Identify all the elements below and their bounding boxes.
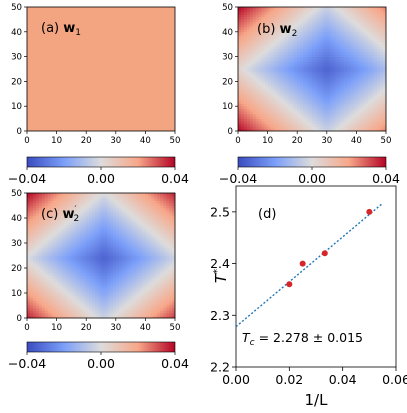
colorbar-a-bar [26,156,176,168]
panel-d-ylabel: T* [212,269,230,283]
panel-d-ytick-label: 2.4 [210,256,230,271]
panel-b-xtick-label: 40 [351,136,362,146]
colorbar-a: −0.04 0.00 0.04 [8,156,189,186]
panel-a-yticks: 0 10 20 30 40 50 [11,3,27,137]
panel-b-ytick-label: 0 [228,127,233,137]
panel-c-ytick-label: 10 [11,289,22,299]
panel-d-annotation: Tc = 2.278 ± 0.015 [242,330,363,348]
panel-b-xtick-label: 0 [235,136,240,146]
panel-b-xtick-label: 20 [292,136,303,146]
panel-d-ytick-label: 2.2 [210,360,230,375]
panel-a-ytick-label: 0 [17,127,22,137]
panel-d-xtick-label: 0.02 [275,372,303,387]
panel-b-ytick-label: 40 [222,28,233,38]
panel-d-xlabel: 1/L [305,391,329,409]
panel-a-ytick-label: 30 [11,53,22,63]
panel-a-xtick-label: 0 [24,136,29,146]
panel-d-ytick-label: 2.3 [210,308,230,323]
panel-c: 0 10 20 30 40 50 0 10 20 30 40 50 (c) w′ 2 [11,189,180,333]
panel-a-xtick-label: 40 [140,136,151,146]
panel-b-ytick-label: 30 [222,53,233,63]
panel-a-ytick-label: 40 [11,28,22,38]
panel-d-point-0 [286,281,293,288]
panel-d-point-3 [366,208,373,215]
panel-a: 0 10 20 30 40 50 0 10 20 30 40 50 (a) w1 [11,3,180,146]
panel-c-xtick-label: 50 [170,323,181,333]
panel-a-xtick-label: 30 [110,136,121,146]
panel-c-ytick-label: 0 [17,314,22,324]
panel-c-xtick-label: 0 [24,323,29,333]
panel-c-xtick-label: 40 [140,323,151,333]
colorbar-b-tick-label: −0.04 [219,171,257,186]
panel-b: 0 10 20 30 40 50 0 10 20 30 40 50 (b) w2 [222,3,391,146]
panel-b-ytick-label: 10 [222,102,233,112]
panel-d-frame [235,185,397,368]
panel-b-ytick-label: 50 [222,3,233,13]
panel-d-xtick-label: 0.04 [329,372,357,387]
panel-d-label: (d) [258,207,276,222]
panel-d-xtick-label: 0.00 [222,372,250,387]
colorbar-c-tick-label: −0.04 [8,356,46,371]
panel-a-xtick-label: 10 [51,136,62,146]
colorbar-c: −0.04 0.00 0.04 [8,341,189,371]
panel-c-ytick-label: 40 [11,214,22,224]
colorbar-b-tick-label: 0.00 [298,171,326,186]
panel-c-ytick-label: 30 [11,239,22,249]
panel-b-xticks: 0 10 20 30 40 50 [235,131,391,146]
panel-a-ytick-label: 10 [11,102,22,112]
panel-b-xtick-label: 50 [381,136,392,146]
panel-a-ytick-label: 50 [11,3,22,13]
colorbar-c-tick-label: 0.04 [161,356,189,371]
panel-b-xtick-label: 10 [262,136,273,146]
panel-b-xtick-label: 30 [321,136,332,146]
panel-d-point-1 [299,260,306,267]
colorbar-b-tick-label: 0.04 [372,171,400,186]
panel-a-xticks: 0 10 20 30 40 50 [24,131,180,146]
colorbar-b: −0.04 0.00 0.04 [219,156,400,186]
panel-d: 0.00 0.02 0.04 0.06 2.2 2.3 2.4 2.5 (d) Tc = 2… [210,185,407,409]
panel-a-heatmap [26,6,176,132]
panel-c-xtick-label: 10 [51,323,62,333]
panel-a-xtick-label: 20 [81,136,92,146]
panel-b-label: (b) w2 [257,22,297,39]
colorbar-a-tick-label: 0.04 [161,171,189,186]
panel-c-label: (c) w′ 2 [41,205,79,224]
panel-d-point-2 [321,250,328,257]
panel-c-ytick-label: 50 [11,189,22,199]
panel-b-heatmap [238,7,387,132]
colorbar-b-bar [237,156,387,168]
panel-a-ytick-label: 20 [11,77,22,87]
colorbar-c-bar [26,341,176,353]
colorbar-a-tick-label: −0.04 [8,171,46,186]
panel-c-yticks: 0 10 20 30 40 50 [11,189,27,324]
panel-b-yticks: 0 10 20 30 40 50 [222,3,238,137]
panel-c-xtick-label: 20 [81,323,92,333]
panel-c-ytick-label: 20 [11,264,22,274]
panel-a-label: (a) w1 [41,21,81,38]
colorbar-c-tick-label: 0.00 [87,356,115,371]
panel-b-ytick-label: 20 [222,77,233,87]
panel-d-ytick-label: 2.5 [210,204,230,219]
panel-a-xtick-label: 50 [170,136,181,146]
colorbar-a-tick-label: 0.00 [87,171,115,186]
panel-c-xtick-label: 30 [110,323,121,333]
panel-c-xticks: 0 10 20 30 40 50 [24,318,180,333]
panel-d-xtick-label: 0.06 [382,372,407,387]
panel-c-heatmap [27,193,176,319]
